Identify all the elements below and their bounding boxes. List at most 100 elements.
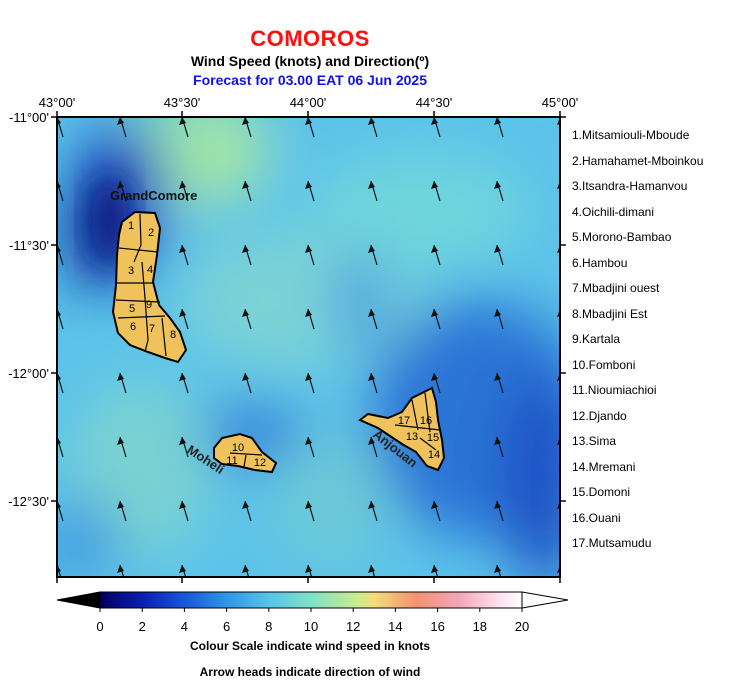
wind-arrow-head xyxy=(117,373,124,381)
wind-arrow-head xyxy=(431,565,438,573)
wind-arrow-head xyxy=(368,117,375,125)
district-number: 7 xyxy=(149,323,155,335)
wind-speed-field xyxy=(57,117,560,577)
wind-arrow-head xyxy=(494,245,501,253)
wind-arrow-head xyxy=(305,565,312,573)
district-number: 2 xyxy=(148,227,154,239)
wind-arrow-head xyxy=(368,309,375,317)
wind-arrow-head xyxy=(368,501,375,509)
wind-arrow-head xyxy=(242,181,249,189)
district-number: 8 xyxy=(170,329,176,341)
axis-ticks xyxy=(51,111,566,583)
district-legend-item: 2.Hamahamet-Mboinkou xyxy=(572,153,704,168)
district-number: 17 xyxy=(398,415,410,427)
wind-arrow-head xyxy=(117,565,124,573)
lat-label: -11°00' xyxy=(9,110,49,125)
arrow-caption: Arrow heads indicate direction of wind xyxy=(199,665,421,679)
island-label-grande-comore: GrandComore xyxy=(110,188,197,203)
wind-arrow-head xyxy=(494,437,501,445)
district-number: 14 xyxy=(428,449,440,461)
grande-comore-island: GrandComore xyxy=(110,188,197,364)
forecast-time: Forecast for 03.00 EAT 06 Jun 2025 xyxy=(193,72,427,88)
wind-arrow-head xyxy=(494,117,501,125)
wind-arrow-head xyxy=(179,501,186,509)
lat-label: -12°00' xyxy=(8,366,49,381)
wind-arrow-head xyxy=(494,501,501,509)
lon-label: 43°00' xyxy=(39,95,76,110)
lat-label: -11°30' xyxy=(9,238,49,253)
district-number: 3 xyxy=(128,265,134,277)
district-legend-item: 14.Mremani xyxy=(572,459,636,474)
district-legend-item: 6.Hambou xyxy=(572,255,628,270)
colorbar-over-arrow xyxy=(521,591,569,609)
wind-arrow-head xyxy=(305,501,312,509)
colorbar-tick-label: 14 xyxy=(388,619,402,634)
colorbar-gradient xyxy=(99,591,523,609)
wind-arrow-head xyxy=(242,501,249,509)
wind-arrow-head xyxy=(179,565,186,573)
wind-arrow-head xyxy=(179,181,186,189)
district-legend: 1.Mitsamiouli-Mboude 2.Hamahamet-Mboinko… xyxy=(572,126,703,560)
district-number: 12 xyxy=(254,457,266,469)
district-legend-item: 9.Kartala xyxy=(572,332,621,346)
colorbar-tick-label: 8 xyxy=(265,619,272,634)
wind-arrow-head xyxy=(431,117,438,125)
district-legend-item: 10.Fomboni xyxy=(572,357,636,372)
colorbar-under-arrow xyxy=(56,591,101,609)
district-legend-item: 5.Morono-Bambao xyxy=(572,230,672,244)
wind-arrow-head xyxy=(305,181,312,189)
wind-arrow-head xyxy=(431,245,438,253)
wind-arrow-head xyxy=(242,245,249,253)
district-legend-item: 12.Djando xyxy=(572,408,627,423)
wind-arrow-head xyxy=(242,117,249,125)
district-legend-item: 8.Mbadjini Est xyxy=(572,306,648,321)
map-title: COMOROS xyxy=(250,26,370,51)
wind-arrow-head xyxy=(117,181,124,189)
wind-arrow-head xyxy=(117,501,124,509)
wind-arrow-head xyxy=(305,309,312,317)
wind-arrow-head xyxy=(179,437,186,445)
lat-label: -12°30' xyxy=(8,494,49,509)
colorbar-tick-label: 12 xyxy=(346,619,360,634)
wind-arrow-head xyxy=(494,373,501,381)
wind-arrow-head xyxy=(431,181,438,189)
wind-arrow-head xyxy=(368,565,375,573)
wind-arrow-head xyxy=(305,117,312,125)
wind-arrow-head xyxy=(179,245,186,253)
wind-arrow-head xyxy=(117,437,124,445)
district-numbers: 1 2 3 4 5 6 7 8 9 10 11 12 13 14 15 16 1… xyxy=(128,220,440,469)
wind-arrow-head xyxy=(305,373,312,381)
district-number: 13 xyxy=(406,431,418,443)
colorbar-tick-label: 18 xyxy=(473,619,487,634)
colorbar-tick-label: 10 xyxy=(304,619,318,634)
wind-arrow-head xyxy=(242,309,249,317)
wind-arrow-head xyxy=(179,117,186,125)
colorbar-tick-label: 2 xyxy=(139,619,146,634)
district-number: 6 xyxy=(130,321,136,333)
district-number: 1 xyxy=(128,220,134,232)
wind-arrow-head xyxy=(242,373,249,381)
lon-label: 44°00' xyxy=(290,95,327,110)
wind-arrow-head xyxy=(305,245,312,253)
district-legend-item: 3.Itsandra-Hamanvou xyxy=(572,179,688,193)
map-subtitle: Wind Speed (knots) and Direction(º) xyxy=(190,53,430,69)
district-legend-item: 17.Mutsamudu xyxy=(572,536,652,550)
district-legend-item: 1.Mitsamiouli-Mboude xyxy=(572,128,690,142)
wind-arrow-head xyxy=(494,309,501,317)
district-number: 9 xyxy=(146,299,152,311)
lon-label: 44°30' xyxy=(416,95,453,110)
wind-arrow-head xyxy=(179,373,186,381)
district-legend-item: 15.Domoni xyxy=(572,485,631,499)
district-number: 11 xyxy=(226,455,237,467)
district-legend-item: 13.Sima xyxy=(572,434,617,448)
wind-arrow-head xyxy=(431,373,438,381)
lon-label: 45°00' xyxy=(542,95,579,110)
district-number: 4 xyxy=(147,264,153,276)
colorbar-tick-label: 16 xyxy=(430,619,444,634)
wind-arrow-head xyxy=(494,181,501,189)
colorbar-caption: Colour Scale indicate wind speed in knot… xyxy=(189,639,431,653)
wind-arrow-head xyxy=(431,501,438,509)
colorbar: 0 2 4 6 8 10 12 14 16 18 20 xyxy=(56,591,569,634)
district-legend-item: 4.Oichili-dimani xyxy=(572,204,655,219)
